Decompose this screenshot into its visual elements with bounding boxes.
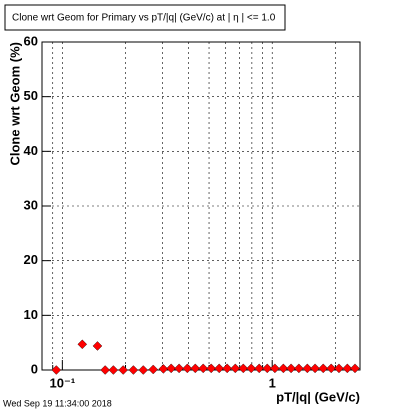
marker [246, 363, 256, 374]
marker [270, 363, 280, 374]
marker [318, 363, 328, 374]
marker [118, 365, 128, 375]
y-axis-label: Clone wrt Geom (%) [7, 42, 22, 166]
y-tick-label: 60 [24, 33, 38, 48]
marker [166, 363, 176, 374]
marker [174, 363, 184, 374]
y-tick-label: 20 [24, 252, 38, 267]
marker [230, 363, 241, 374]
title-box [4, 4, 286, 31]
marker [100, 365, 110, 375]
y-tick-label: 0 [31, 361, 38, 376]
marker [294, 363, 304, 374]
x-tick-label: 10⁻¹ [50, 375, 76, 390]
marker [128, 365, 139, 375]
y-tick-label: 10 [24, 307, 38, 322]
marker [326, 363, 336, 374]
marker [138, 365, 149, 375]
marker [342, 363, 353, 374]
footer-date: Wed Sep 19 11:34:00 2018 [3, 398, 112, 408]
marker [334, 363, 344, 374]
marker [148, 364, 158, 375]
marker [214, 363, 224, 374]
marker [182, 363, 193, 374]
marker [190, 363, 201, 374]
marker [51, 365, 62, 375]
marker [198, 363, 208, 374]
y-tick-label: 40 [24, 143, 38, 158]
marker [206, 363, 216, 374]
marker [92, 341, 103, 351]
marker [310, 363, 320, 374]
marker [286, 363, 296, 374]
y-tick-label: 50 [24, 88, 38, 103]
marker [158, 364, 169, 374]
marker [278, 363, 289, 374]
marker [350, 363, 360, 374]
marker [77, 339, 88, 350]
x-tick-label: 1 [269, 375, 276, 390]
marker [222, 363, 232, 374]
marker [254, 363, 264, 374]
marker [262, 363, 273, 374]
marker [302, 363, 313, 374]
x-axis-label: pT/|q| (GeV/c) [276, 389, 360, 404]
marker [108, 365, 119, 375]
marker [238, 363, 249, 374]
chart-title: Clone wrt Geom for Primary vs pT/|q| (Ge… [12, 13, 276, 24]
y-tick-label: 30 [24, 197, 38, 212]
